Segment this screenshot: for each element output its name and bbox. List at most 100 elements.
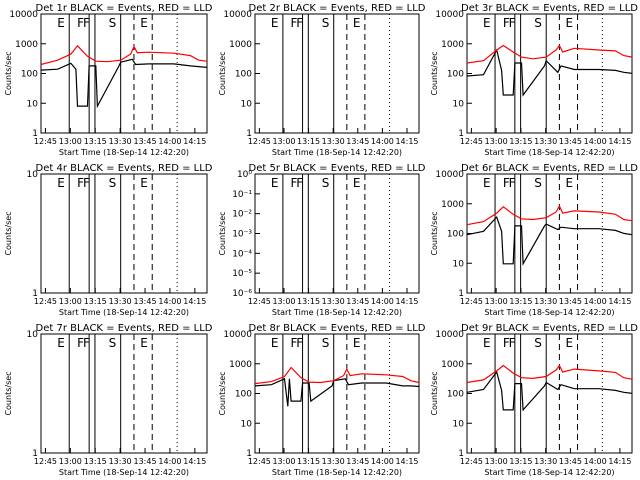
- x-tick-label: 13:45: [559, 137, 582, 146]
- chart-title: Det 2r BLACK = Events, RED = LLD: [249, 3, 426, 14]
- time-marker-label: E: [566, 16, 574, 30]
- chart-panel-6: Det 6r BLACK = Events, RED = LLD 1 10 100 10…: [430, 163, 638, 317]
- time-marker-label: F: [509, 16, 516, 30]
- time-marker-label: S: [322, 336, 330, 350]
- x-tick-label: 13:00: [272, 297, 295, 306]
- plot-frame: [466, 173, 633, 294]
- y-tick-label: 10: [27, 330, 39, 340]
- y-tick-label: 10: [241, 99, 253, 109]
- chart-panel-9: Det 9r BLACK = Events, RED = LLD 1 10 100 10…: [430, 323, 638, 477]
- y-tick-label: 10000: [223, 10, 252, 20]
- x-axis-label: Start Time (18-Sep-14 12:42:20): [484, 468, 614, 477]
- chart-title: Det 4r BLACK = Events, RED = LLD: [36, 163, 213, 174]
- x-tick-label: 14:15: [183, 137, 206, 146]
- time-marker-label: E: [271, 336, 279, 350]
- x-tick-label: 13:15: [84, 457, 107, 466]
- x-axis-label: Start Time (18-Sep-14 12:42:20): [59, 148, 189, 157]
- series-line-events: [40, 58, 208, 109]
- x-tick-label: 13:45: [134, 297, 157, 306]
- y-axis-label: Counts/sec: [430, 371, 439, 415]
- x-tick-label: 14:00: [371, 297, 394, 306]
- y-axis-label: Counts/sec: [218, 51, 227, 95]
- time-marker-label: S: [109, 176, 117, 190]
- x-tick-label: 14:00: [158, 297, 181, 306]
- y-axis-label: Counts/sec: [4, 51, 13, 95]
- x-tick-label: 13:00: [272, 137, 295, 146]
- x-tick-label: 13:30: [534, 297, 557, 306]
- y-tick-label: 1000: [441, 40, 464, 50]
- y-tick-label: 10⁻³: [232, 230, 252, 240]
- series-line-lld: [466, 44, 633, 64]
- x-tick-label: 13:15: [509, 137, 532, 146]
- time-marker-label: S: [322, 16, 330, 30]
- x-tick-label: 14:15: [608, 457, 631, 466]
- time-marker-label: E: [483, 336, 491, 350]
- x-tick-label: 13:30: [534, 137, 557, 146]
- x-tick-label: 14:15: [395, 297, 418, 306]
- y-tick-label: 10: [453, 419, 465, 429]
- time-marker-label: F: [291, 336, 298, 350]
- chart-panel-4: Det 4r BLACK = Events, RED = LLD 1 10 Count…: [4, 163, 213, 317]
- y-tick-label: 100: [447, 390, 464, 400]
- x-tick-label: 13:00: [59, 297, 82, 306]
- y-tick-label: 1: [458, 129, 464, 139]
- x-tick-label: 13:45: [559, 297, 582, 306]
- time-marker-label: E: [353, 336, 361, 350]
- x-tick-label: 12:45: [460, 457, 483, 466]
- y-tick-label: 10: [27, 99, 39, 109]
- y-tick-label: 10: [453, 259, 465, 269]
- x-tick-label: 13:15: [297, 457, 320, 466]
- time-marker-label: F: [77, 16, 84, 30]
- plot-frame: [40, 13, 208, 134]
- y-tick-label: 10000: [435, 10, 464, 20]
- time-marker-label: E: [57, 16, 65, 30]
- time-marker-label: F: [503, 16, 510, 30]
- x-tick-label: 12:45: [34, 457, 57, 466]
- y-tick-label: 100: [447, 70, 464, 80]
- series-line-lld: [466, 204, 633, 226]
- x-tick-label: 14:15: [395, 137, 418, 146]
- time-marker-label: F: [77, 336, 84, 350]
- y-tick-label: 1: [458, 289, 464, 299]
- time-marker-label: E: [140, 176, 148, 190]
- time-marker-label: E: [140, 16, 148, 30]
- x-axis-label: Start Time (18-Sep-14 12:42:20): [272, 308, 402, 317]
- y-tick-label: 10⁰: [237, 170, 252, 180]
- x-tick-label: 12:45: [248, 457, 271, 466]
- x-axis-label: Start Time (18-Sep-14 12:42:20): [484, 148, 614, 157]
- y-tick-label: 10000: [435, 330, 464, 340]
- x-tick-label: 13:00: [485, 137, 508, 146]
- y-tick-label: 10⁻⁶: [232, 289, 252, 299]
- time-marker-label: F: [296, 16, 303, 30]
- plot-frame: [466, 333, 633, 454]
- time-marker-label: F: [291, 16, 298, 30]
- x-tick-label: 13:30: [534, 457, 557, 466]
- time-marker-label: F: [503, 336, 510, 350]
- x-tick-label: 14:00: [584, 297, 607, 306]
- chart-panel-1: Det 1r BLACK = Events, RED = LLD 1 10 100 10…: [4, 3, 213, 157]
- time-marker-label: E: [271, 16, 279, 30]
- time-marker-label: S: [534, 336, 542, 350]
- y-tick-label: 100: [235, 390, 252, 400]
- x-tick-label: 13:30: [109, 457, 132, 466]
- x-axis-label: Start Time (18-Sep-14 12:42:20): [272, 148, 402, 157]
- x-tick-label: 13:45: [134, 457, 157, 466]
- y-tick-label: 100: [447, 230, 464, 240]
- y-tick-label: 1000: [15, 40, 38, 50]
- x-tick-label: 13:00: [485, 297, 508, 306]
- time-marker-label: E: [57, 176, 65, 190]
- y-tick-label: 1000: [441, 200, 464, 210]
- time-marker-label: E: [566, 336, 574, 350]
- x-tick-label: 14:15: [183, 297, 206, 306]
- chart-title: Det 8r BLACK = Events, RED = LLD: [249, 323, 426, 334]
- time-marker-label: F: [83, 16, 90, 30]
- x-tick-label: 13:00: [485, 457, 508, 466]
- y-tick-label: 100: [235, 70, 252, 80]
- time-marker-label: S: [109, 16, 117, 30]
- series-line-events: [466, 48, 633, 97]
- plot-frame: [254, 333, 420, 454]
- time-marker-label: F: [503, 176, 510, 190]
- y-tick-label: 1: [246, 449, 252, 459]
- x-tick-label: 14:00: [371, 457, 394, 466]
- time-marker-label: F: [291, 176, 298, 190]
